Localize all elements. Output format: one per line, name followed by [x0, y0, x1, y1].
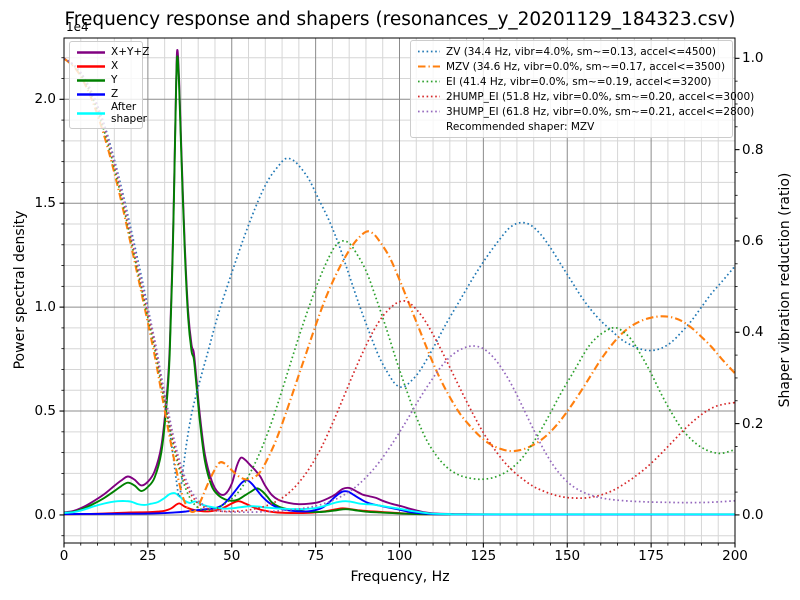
chart-title: Frequency response and shapers (resonanc… — [64, 9, 736, 30]
x-tick-label: 100 — [386, 548, 413, 564]
legend-item-y: Y — [76, 73, 136, 87]
recommended-shaper-note: Recommended shaper: MZV — [417, 119, 726, 134]
legend-item-2HUMP_EI: 2HUMP_EI (51.8 Hz, vibr=0.0%, sm~=0.20, … — [417, 89, 754, 104]
legend-swatch-line — [418, 80, 440, 83]
y-right-tick-label: 0.8 — [742, 141, 764, 158]
tick-marks — [59, 57, 740, 548]
legend-item-label: ZV (34.4 Hz, vibr=4.0%, sm~=0.13, accel<… — [446, 45, 716, 58]
y-left-tick-label: 1.0 — [34, 299, 56, 316]
y-axis-left-label: Power spectral density — [12, 210, 28, 370]
legend-item-3HUMP_EI: 3HUMP_EI (61.8 Hz, vibr=0.0%, sm~=0.21, … — [417, 104, 754, 119]
y-right-tick-label: 1.0 — [742, 50, 764, 67]
legend-swatch-line — [418, 110, 440, 113]
curves — [63, 49, 736, 516]
y-left-tick-label: 2.0 — [34, 91, 56, 108]
x-tick-label: 25 — [139, 548, 157, 564]
x-tick-label: 50 — [223, 548, 241, 564]
legend-item-after_shaper: After shaper — [76, 101, 147, 125]
legend-item-label: X+Y+Z — [111, 46, 150, 58]
legend-item-EI: EI (41.4 Hz, vibr=0.0%, sm~=0.19, accel<… — [417, 74, 726, 89]
y-axis-offset-text: 1e4 — [66, 20, 89, 34]
legend-swatch-line — [418, 65, 440, 68]
shaper-curve-2HUMP_EI — [63, 57, 736, 513]
shaper-curve-EI — [63, 57, 736, 512]
legend-item-sum: X+Y+Z — [76, 45, 149, 59]
recommended-shaper-text: Recommended shaper: MZV — [446, 120, 595, 133]
legend-item-label: X — [111, 60, 119, 72]
legend-swatch-spacer — [417, 122, 441, 131]
legend-item-x: X — [76, 59, 136, 73]
legend-item-label: 2HUMP_EI (51.8 Hz, vibr=0.0%, sm~=0.20, … — [446, 90, 755, 103]
legend-item-label: EI (41.4 Hz, vibr=0.0%, sm~=0.19, accel<… — [446, 75, 712, 88]
legend-item-label: Z — [111, 88, 119, 100]
legend-item-label: MZV (34.6 Hz, vibr=0.0%, sm~=0.17, accel… — [446, 60, 726, 73]
x-tick-label: 175 — [638, 548, 665, 564]
x-tick-label: 125 — [470, 548, 497, 564]
y-right-tick-label: 0.0 — [742, 506, 764, 523]
psd-curve-sum — [63, 49, 735, 516]
legend-item-label: Y — [111, 74, 118, 86]
y-left-tick-label: 0.0 — [34, 506, 56, 523]
x-tick-label: 75 — [307, 548, 325, 564]
legend-swatch-line — [77, 50, 105, 54]
y-right-tick-label: 0.4 — [742, 324, 764, 341]
legend-swatch-line — [77, 111, 105, 115]
shaper-curve-MZV — [63, 57, 736, 513]
legend-swatch-line — [77, 92, 105, 96]
legend-psd: X+Y+Z X Y Z After shaper — [69, 41, 149, 129]
shaper-curve-3HUMP_EI — [63, 57, 736, 514]
x-axis-label: Frequency, Hz — [350, 569, 450, 585]
x-tick-label: 150 — [554, 548, 581, 564]
legend-item-MZV: MZV (34.6 Hz, vibr=0.0%, sm~=0.17, accel… — [417, 59, 726, 74]
legend-swatch-line — [418, 50, 440, 53]
psd-curve-y — [63, 55, 735, 516]
x-tick-label: 0 — [59, 548, 69, 564]
y-left-tick-label: 0.5 — [34, 403, 56, 420]
y-left-tick-label: 1.5 — [34, 195, 56, 212]
legend-swatch-line — [77, 64, 105, 68]
legend-swatch-line — [418, 95, 440, 98]
legend-item-ZV: ZV (34.4 Hz, vibr=4.0%, sm~=0.13, accel<… — [417, 44, 726, 59]
y-right-tick-label: 0.6 — [742, 232, 764, 249]
legend-item-label: 3HUMP_EI (61.8 Hz, vibr=0.0%, sm~=0.21, … — [446, 105, 755, 118]
legend-item-z: Z — [76, 87, 136, 101]
y-right-tick-label: 0.2 — [742, 415, 764, 432]
y-axis-right-label: Shaper vibration reduction (ratio) — [777, 172, 793, 408]
legend-shapers: ZV (34.4 Hz, vibr=4.0%, sm~=0.13, accel<… — [410, 40, 754, 138]
legend-item-label: After shaper — [111, 101, 148, 125]
legend-swatch-line — [77, 78, 105, 82]
x-tick-label: 200 — [722, 548, 748, 564]
psd-curve-after_shaper — [63, 492, 735, 516]
